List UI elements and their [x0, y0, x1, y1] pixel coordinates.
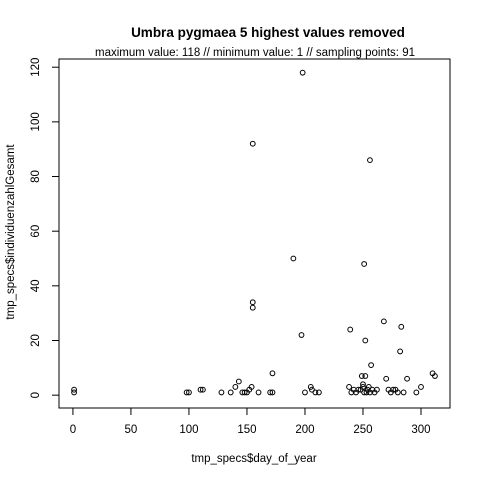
- x-tick-label: 250: [353, 424, 372, 436]
- y-tick-label: 60: [30, 225, 42, 238]
- x-tick-label: 50: [125, 424, 138, 436]
- y-tick-label: 0: [30, 392, 42, 398]
- x-tick-label: 150: [237, 424, 256, 436]
- y-tick-label: 40: [30, 279, 42, 292]
- x-axis-label: tmp_specs$day_of_year: [191, 453, 316, 465]
- chart-subtitle: maximum value: 118 // minimum value: 1 /…: [95, 47, 415, 59]
- y-tick-label: 20: [30, 334, 42, 347]
- x-tick-label: 200: [295, 424, 314, 436]
- x-tick-label: 300: [411, 424, 430, 436]
- y-tick-label: 80: [30, 170, 42, 183]
- y-tick-label: 100: [30, 112, 42, 131]
- y-tick-label: 120: [30, 58, 42, 77]
- x-tick-label: 100: [179, 424, 198, 436]
- chart-title: Umbra pygmaea 5 highest values removed: [131, 25, 405, 40]
- x-tick-label: 0: [70, 424, 76, 436]
- y-axis-label: tmp_specs$individuenzahlGesamt: [5, 144, 17, 320]
